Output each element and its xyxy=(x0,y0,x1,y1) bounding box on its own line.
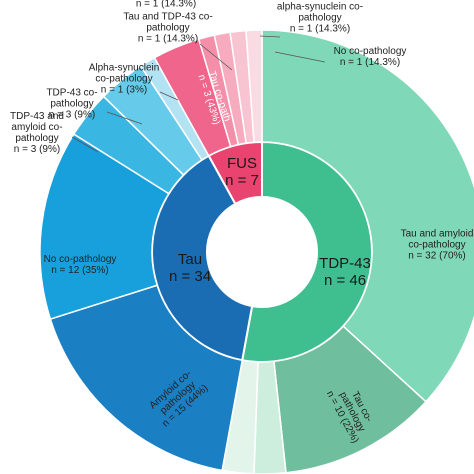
label-name: Tau xyxy=(177,251,203,268)
segment-label: TDP-43 n = 46 xyxy=(310,255,380,289)
segment-label: Tau and amyloid co-pathology n = 32 (70%) xyxy=(397,229,474,262)
label-name: FUS xyxy=(227,155,257,172)
label-value: n = 1 (14.3%) xyxy=(135,0,197,10)
label-value: n = 3 (9%) xyxy=(13,144,61,155)
label-name: Alpha-synuclein co-pathology xyxy=(88,62,160,85)
label-name: TDP-43 co-pathology xyxy=(46,87,98,110)
outer-segment xyxy=(261,29,474,403)
label-value: n = 3 (9%) xyxy=(48,109,96,121)
label-value: n = 1 (14.3%) xyxy=(339,57,401,68)
label-name: No co-pathology xyxy=(333,46,407,57)
segment-label: Tau and TDP-43 co-pathology n = 1 (14.3%) xyxy=(118,12,218,45)
segment-label: Tau n = 34 xyxy=(160,251,220,285)
segment-label: No co-pathology n = 12 (35%) xyxy=(40,254,120,276)
leader-line xyxy=(274,51,326,63)
label-value: n = 12 (35%) xyxy=(51,265,109,276)
leader-line xyxy=(199,43,233,71)
leader-line xyxy=(106,111,143,125)
label-value: n = 7 xyxy=(225,172,259,189)
label-name: alpha-synuclein co-pathology xyxy=(276,1,364,24)
leader-line xyxy=(259,35,281,38)
label-name: TDP-43 and amyloid co-pathology xyxy=(10,111,64,144)
label-value: n = 32 (70%) xyxy=(408,250,466,262)
label-name: Tau and TDP-43 co-pathology xyxy=(123,11,213,34)
segment-label: TDP-43 co-pathology n = 3 (9%) xyxy=(32,88,112,121)
segment-label: alpha-synuclein co-pathology n = 1 (14.3%… xyxy=(265,2,375,35)
outer-segment xyxy=(245,29,263,144)
label-name: No co-pathology xyxy=(43,254,117,265)
label-name: Tau and amyloid co-pathology xyxy=(400,228,474,251)
segment-label: n = 1 (14.3%) xyxy=(116,0,216,10)
leader-line xyxy=(159,91,179,101)
label-value: n = 1 (3%) xyxy=(100,84,148,96)
segment-label: No co-pathology n = 1 (14.3%) xyxy=(320,46,420,68)
label-value: n = 46 xyxy=(323,272,367,289)
segment-label: Alpha-synuclein co-pathology n = 1 (3%) xyxy=(84,63,164,96)
segment-label: FUS n = 7 xyxy=(217,155,267,189)
outer-segment xyxy=(39,133,170,321)
outer-segment xyxy=(49,284,244,472)
label-value: n = 1 (14.3%) xyxy=(289,23,351,35)
label-name: TDP-43 xyxy=(319,255,371,272)
leader-line xyxy=(71,136,99,153)
label-value: n = 1 (14.3%) xyxy=(137,33,199,45)
segment-label: TDP-43 and amyloid co-pathology n = 3 (9%… xyxy=(0,111,76,155)
label-value: n = 34 xyxy=(168,268,212,285)
